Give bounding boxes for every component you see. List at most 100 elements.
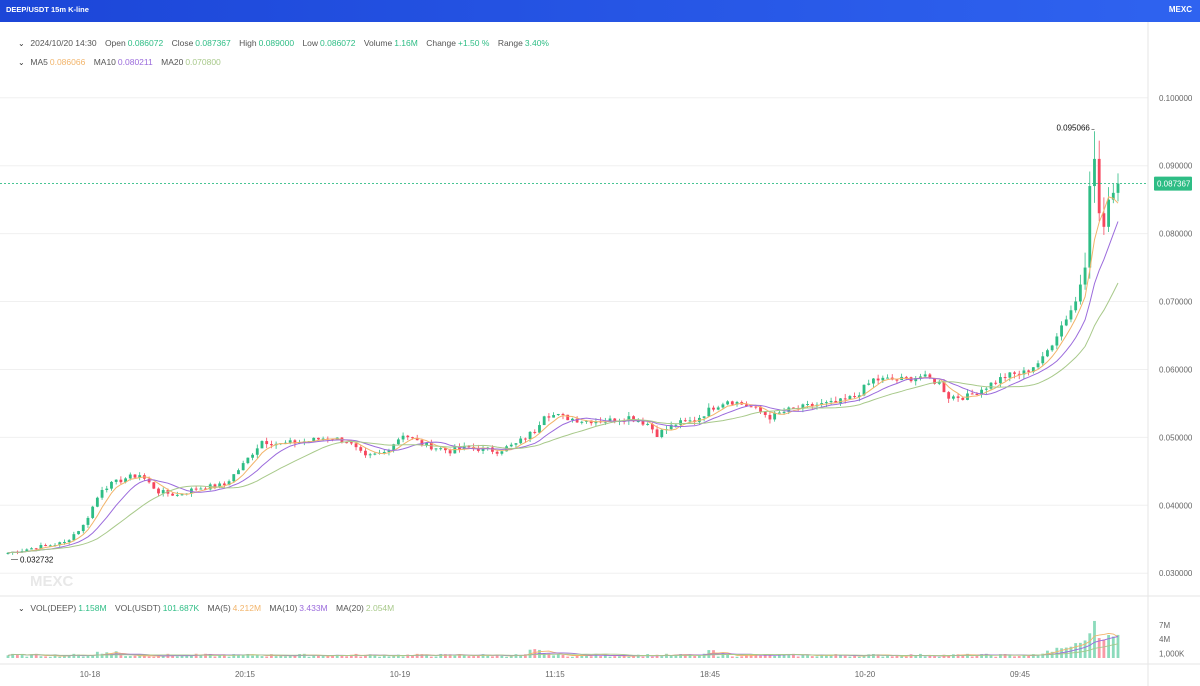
candle-body [406,435,410,438]
volume-bar [25,656,29,658]
time-tick-label: 11:15 [545,670,565,679]
candle-body [124,478,127,483]
volume-bar [1107,635,1111,658]
volume-bar [872,654,875,658]
volume-bar [745,654,748,658]
candle-body [213,484,217,488]
candle-body [839,398,842,404]
volume-bar [11,653,15,658]
volume-bar [1017,656,1021,658]
candle-body [293,440,297,444]
candle-body [77,531,80,535]
volume-bar [669,655,673,658]
ma10-value: 0.080211 [117,57,153,67]
candle-body [401,435,405,440]
high-value: 0.089000 [258,38,295,48]
vol-ma10-label: MA(10) [269,603,298,613]
volume-bar [429,656,433,658]
change-label: Change [426,38,456,48]
volume-bar [246,653,250,658]
candle-body [161,490,165,494]
volume-bar [251,655,254,658]
candle-body [114,479,118,482]
vol-ma20-label: MA(20) [336,603,364,613]
candle-body [1050,345,1054,351]
volume-bar [222,654,226,658]
candle-body [566,414,570,421]
volume-bar [933,656,936,658]
candle-body [1013,372,1016,374]
volume-bar [806,654,809,658]
candle-body [321,438,325,440]
candle-body [359,447,363,451]
candle-body [650,423,654,430]
vol-ma20-value: 2.054M [365,603,395,613]
volume-bar [1036,654,1040,658]
candle-body [994,382,998,384]
candle-body [975,393,979,395]
candle-body [48,545,52,547]
volume-bar [589,656,593,658]
chevron-down-icon[interactable]: ⌄ [18,39,25,48]
volume-bar [641,656,645,658]
candle-body [702,416,706,418]
candle-body [806,404,809,406]
candle-body [679,420,682,425]
time-tick-label: 10-19 [390,670,411,679]
volume-bar [1008,654,1012,658]
volume-bar [1027,656,1031,658]
volume-bar [1111,636,1115,658]
volume-bar [20,653,24,658]
chevron-down-icon[interactable]: ⌄ [18,58,25,67]
volume-ma20-line [7,643,1119,657]
candle-body [415,437,419,441]
candle-body [519,438,523,444]
volume-bar [157,656,160,658]
candle-body [745,404,748,407]
volume-bar [171,655,175,658]
candle-body [721,404,725,408]
candle-body [1017,373,1021,375]
candle-body [886,377,889,379]
volume-bar [317,655,320,658]
candle-body [570,418,574,421]
title-bar: DEEP/USDT 15m K-line MEXC [0,0,1200,22]
volume-bar [886,655,889,658]
candle-body [820,403,824,405]
ma5-label: MA5 [30,57,48,67]
candle-body [265,441,269,445]
vol-ma5-value: 4.212M [232,603,262,613]
candle-body [895,379,899,381]
volume-bar [810,656,814,658]
volume-bar [293,655,297,658]
candle-body [829,400,833,403]
chevron-down-icon[interactable]: ⌄ [18,604,25,613]
volume-bar [594,653,598,658]
candle-body [716,407,720,410]
volume-bar [792,653,795,658]
candle-body [222,483,226,486]
candlestick-chart[interactable]: 0.100000 0.090000 0.080000 0.070000 0.060000… [0,22,1200,686]
volume-bar [180,655,184,658]
candle-body [937,381,941,384]
candle-body [914,378,918,382]
volume-bar [740,656,744,658]
candle-body [392,444,396,451]
candle-body [495,451,499,454]
volume-bar [486,654,490,658]
volume-bar [331,655,334,658]
candle-body [39,545,43,550]
volume-bar [843,655,847,658]
candle-body [86,517,90,525]
volume-bar [354,653,358,658]
candle-body [1107,199,1111,227]
volume-bar [900,656,904,658]
candle-body [759,406,762,412]
volume-bar [142,654,146,658]
candle-body [589,420,593,424]
candle-body [1078,284,1082,302]
volume-bar [561,654,565,658]
candle-body [364,450,367,456]
candle-body [317,437,320,440]
volume-bar [1013,656,1016,658]
